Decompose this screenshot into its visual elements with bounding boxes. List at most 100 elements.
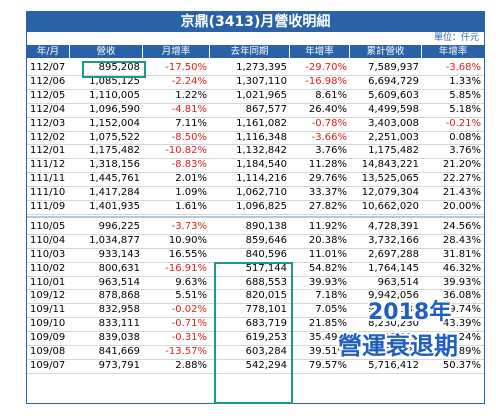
month-cell: 110/05 (30, 220, 66, 232)
month-cell: 111/12 (30, 159, 66, 171)
value-cell: 973,791 (98, 359, 140, 371)
month-cell: 109/12 (30, 290, 66, 302)
value-cell: 2.01% (175, 173, 207, 185)
value-cell: 39.51% (308, 346, 347, 357)
value-cell: 47.24% (442, 332, 481, 344)
value-cell: 7,589,937 (368, 62, 419, 73)
value-cell: 79.57% (308, 359, 347, 371)
value-cell: 6,558,081 (368, 346, 419, 357)
column-header: 年增率 (290, 45, 349, 58)
value-cell: 1,318,156 (89, 159, 140, 171)
value-cell: 867,577 (245, 103, 287, 115)
value-cell: 12,079,304 (361, 187, 419, 199)
value-cell: -0.71% (171, 318, 207, 330)
annotation-period: 營運衰退期 (338, 332, 458, 360)
value-cell: 688,553 (245, 276, 287, 288)
value-cell: 603,284 (245, 346, 287, 357)
value-cell: 2.88% (175, 359, 207, 371)
value-cell: 4,499,598 (368, 103, 419, 115)
value-cell: 39.93% (308, 276, 347, 288)
value-cell: -17.50% (165, 62, 207, 73)
row-divider (27, 233, 484, 235)
value-cell: 840,596 (245, 248, 287, 260)
row-divider (27, 213, 484, 215)
month-cell: 109/09 (30, 332, 66, 344)
value-cell: -0.78% (311, 117, 347, 129)
column-header: 累計營收 (350, 45, 421, 58)
value-cell: 10.90% (168, 234, 207, 246)
unit-label: 單位：仟元 (433, 33, 479, 43)
value-cell: -29.70% (305, 62, 347, 73)
column-header: 月增率 (143, 45, 209, 58)
value-cell: 31.81% (442, 248, 481, 260)
value-cell: 839,038 (98, 332, 140, 344)
value-cell: 14,843,221 (361, 159, 419, 171)
value-cell: 1,152,004 (89, 117, 140, 129)
row-divider (27, 331, 484, 333)
month-cell: 112/02 (30, 131, 66, 143)
value-cell: 2,697,288 (368, 248, 419, 260)
month-cell: 112/01 (30, 145, 66, 157)
column-header: 營收 (70, 45, 142, 58)
value-cell: 11.28% (308, 159, 347, 171)
value-cell: 1,175,482 (89, 145, 140, 157)
value-cell: 2,251,003 (368, 131, 419, 143)
value-cell: 21.43% (442, 187, 481, 199)
value-cell: 800,631 (98, 262, 140, 274)
value-cell: 8.61% (315, 89, 347, 101)
value-cell: 5,716,412 (368, 359, 419, 371)
value-cell: 9,063,188 (368, 304, 419, 316)
value-cell: 832,958 (98, 304, 140, 316)
row-divider (27, 116, 484, 118)
value-cell: -3.66% (311, 131, 347, 143)
month-cell: 112/07 (30, 62, 66, 73)
row-divider (27, 130, 484, 132)
column-header: 年/月 (27, 45, 69, 58)
highlight-box (82, 61, 146, 78)
value-cell: 43.39% (442, 318, 481, 330)
value-cell: 39.93% (442, 276, 481, 288)
value-cell: 1,175,482 (368, 145, 419, 157)
row-divider (27, 358, 484, 360)
month-cell: 109/08 (30, 346, 66, 357)
value-cell: 841,669 (98, 346, 140, 357)
value-cell: -2.24% (171, 75, 207, 87)
value-cell: 542,294 (245, 359, 287, 371)
row-divider (27, 345, 484, 346)
row-divider (27, 102, 484, 104)
value-cell: 683,719 (245, 318, 287, 330)
column-header: 去年同期 (210, 45, 289, 58)
value-cell: 820,015 (245, 290, 287, 302)
value-cell: 11.92% (308, 220, 347, 232)
row-divider (27, 200, 484, 201)
value-cell: 1,034,877 (89, 234, 140, 246)
row-divider (27, 289, 484, 291)
value-cell: 996,225 (98, 220, 140, 232)
highlight-box (214, 262, 293, 404)
value-cell: 54.82% (308, 262, 347, 274)
value-cell: 1,075,522 (89, 131, 140, 143)
month-cell: 110/01 (30, 276, 66, 288)
value-cell: 1,401,935 (89, 201, 140, 212)
annotation-year: 2018年 (368, 300, 452, 325)
group-divider (27, 215, 484, 218)
value-cell: 833,111 (98, 318, 140, 330)
row-divider (27, 186, 484, 188)
value-cell: 3,403,008 (368, 117, 419, 129)
value-cell: 22.27% (442, 173, 481, 185)
value-cell: -0.31% (171, 332, 207, 344)
row-divider (27, 317, 484, 319)
value-cell: 26.40% (308, 103, 347, 115)
value-cell: 7.11% (175, 117, 207, 129)
value-cell: 878,868 (98, 290, 140, 302)
row-divider (27, 172, 484, 174)
value-cell: 9.63% (175, 276, 207, 288)
value-cell: 27.82% (308, 201, 347, 212)
row-divider (27, 88, 484, 90)
value-cell: 895,208 (98, 62, 140, 73)
value-cell: 1,161,082 (236, 117, 287, 129)
value-cell: 5.85% (449, 89, 481, 101)
value-cell: 3,732,166 (368, 234, 419, 246)
value-cell: 3.76% (315, 145, 347, 157)
